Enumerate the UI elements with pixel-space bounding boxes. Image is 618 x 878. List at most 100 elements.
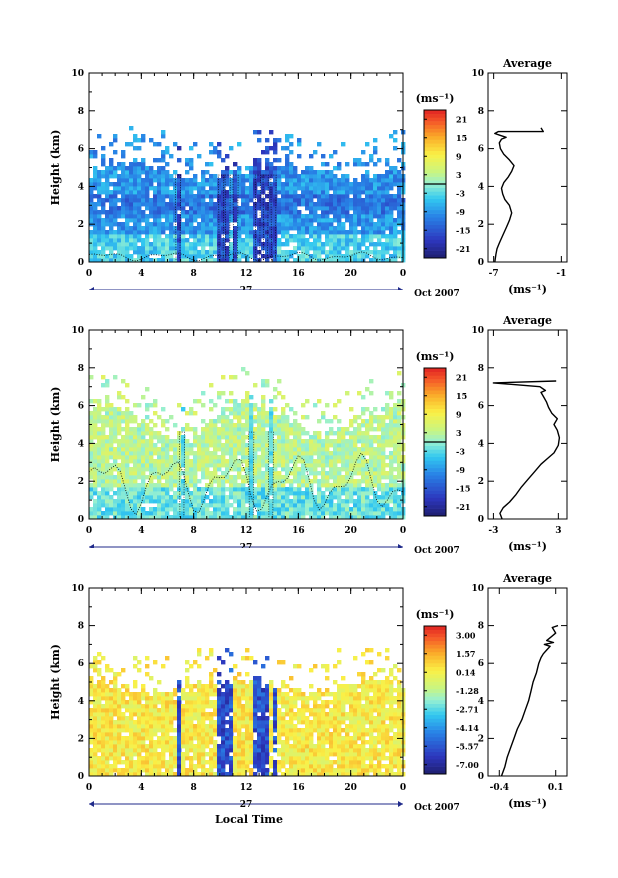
heatmap-cell <box>125 214 129 218</box>
heatmap-cell <box>313 218 317 222</box>
heatmap-cell <box>141 186 145 190</box>
heatmap-cell <box>173 700 177 704</box>
heatmap-cell <box>245 166 249 170</box>
heatmap-cell <box>393 202 397 206</box>
heatmap-cell <box>261 471 265 475</box>
heatmap-cell <box>189 768 193 772</box>
heatmap-cell <box>349 455 353 459</box>
heatmap-cell <box>105 218 109 222</box>
heatmap-cell <box>345 234 349 238</box>
heatmap-cell <box>237 451 241 455</box>
heatmap-cell <box>265 435 269 439</box>
heatmap-cell <box>217 479 221 483</box>
heatmap-cell <box>109 206 113 210</box>
heatmap-cell <box>377 178 381 182</box>
heatmap-cell <box>257 511 261 515</box>
heatmap-cell <box>125 246 129 250</box>
heatmap-cell <box>245 214 249 218</box>
heatmap-cell <box>281 202 285 206</box>
colorbar-swatch <box>424 154 446 158</box>
heatmap-cell <box>341 443 345 447</box>
heatmap-cell <box>189 756 193 760</box>
heatmap-cell <box>201 194 205 198</box>
heatmap-cell <box>189 447 193 451</box>
heatmap-cell <box>393 483 397 487</box>
heatmap-cell <box>109 724 113 728</box>
heatmap-cell <box>229 407 233 411</box>
heatmap-cell <box>157 471 161 475</box>
heatmap-cell <box>321 495 325 499</box>
heatmap-cell <box>93 463 97 467</box>
heatmap-cell <box>333 491 337 495</box>
heatmap-cell <box>177 720 181 724</box>
heatmap-cell <box>101 443 105 447</box>
heatmap-cell <box>93 752 97 756</box>
heatmap-cell <box>273 487 277 491</box>
heatmap-cell <box>329 174 333 178</box>
heatmap-cell <box>229 375 233 379</box>
heatmap-cell <box>253 158 257 162</box>
heatmap-cell <box>149 431 153 435</box>
colorbar-tick-label: 9 <box>456 409 462 419</box>
heatmap-cell <box>189 720 193 724</box>
heatmap-cell <box>173 756 177 760</box>
average-title: Average <box>502 314 552 327</box>
heatmap-cell <box>297 479 301 483</box>
heatmap-cell <box>353 206 357 210</box>
heatmap-cell <box>221 391 225 395</box>
colorbar-tick-label: -21 <box>456 244 470 254</box>
heatmap-cell <box>221 170 225 174</box>
heatmap-cell <box>121 411 125 415</box>
heatmap-cell <box>301 415 305 419</box>
colorbar-swatch <box>424 151 446 155</box>
heatmap-cell <box>293 503 297 507</box>
heatmap-cell <box>305 467 309 471</box>
x-tick-label: 8 <box>191 269 197 279</box>
heatmap-cell <box>217 435 221 439</box>
heatmap-cell <box>169 712 173 716</box>
heatmap-cell <box>261 487 265 491</box>
heatmap-cell <box>161 134 165 138</box>
heatmap-cell <box>197 222 201 226</box>
heatmap-cell <box>261 399 265 403</box>
heatmap-cell <box>305 170 309 174</box>
heatmap-cell <box>289 487 293 491</box>
heatmap-cell <box>121 507 125 511</box>
heatmap-cell <box>289 459 293 463</box>
heatmap-cell <box>349 487 353 491</box>
heatmap-cell <box>133 234 137 238</box>
heatmap-cell <box>353 439 357 443</box>
x-tick-label: 8 <box>191 526 197 536</box>
heatmap-cell <box>385 483 389 487</box>
heatmap-cell <box>353 210 357 214</box>
heatmap-cell <box>361 443 365 447</box>
heatmap-cell <box>333 471 337 475</box>
heatmap-cell <box>317 511 321 515</box>
heatmap-cell <box>209 423 213 427</box>
heatmap-cell <box>237 166 241 170</box>
heatmap-cell <box>165 503 169 507</box>
heatmap-cell <box>193 475 197 479</box>
heatmap-cell <box>305 226 309 230</box>
heatmap-cell <box>105 174 109 178</box>
heatmap-cell <box>225 684 229 688</box>
heatmap-cell <box>97 467 101 471</box>
heatmap-cell <box>133 712 137 716</box>
heatmap-cell <box>209 431 213 435</box>
heatmap-cell <box>141 395 145 399</box>
heatmap-cell <box>201 756 205 760</box>
heatmap-cell <box>97 668 101 672</box>
heatmap-cell <box>205 226 209 230</box>
heatmap-cell <box>201 246 205 250</box>
heatmap-cell <box>177 760 181 764</box>
heatmap-cell <box>369 158 373 162</box>
heatmap-cell <box>205 447 209 451</box>
heatmap-cell <box>221 451 225 455</box>
heatmap-cell <box>285 427 289 431</box>
heatmap-cell <box>225 740 229 744</box>
heatmap-cell <box>261 511 265 515</box>
heatmap-cell <box>377 214 381 218</box>
heatmap-cell <box>141 419 145 423</box>
heatmap-cell <box>233 403 237 407</box>
heatmap-cell <box>169 182 173 186</box>
